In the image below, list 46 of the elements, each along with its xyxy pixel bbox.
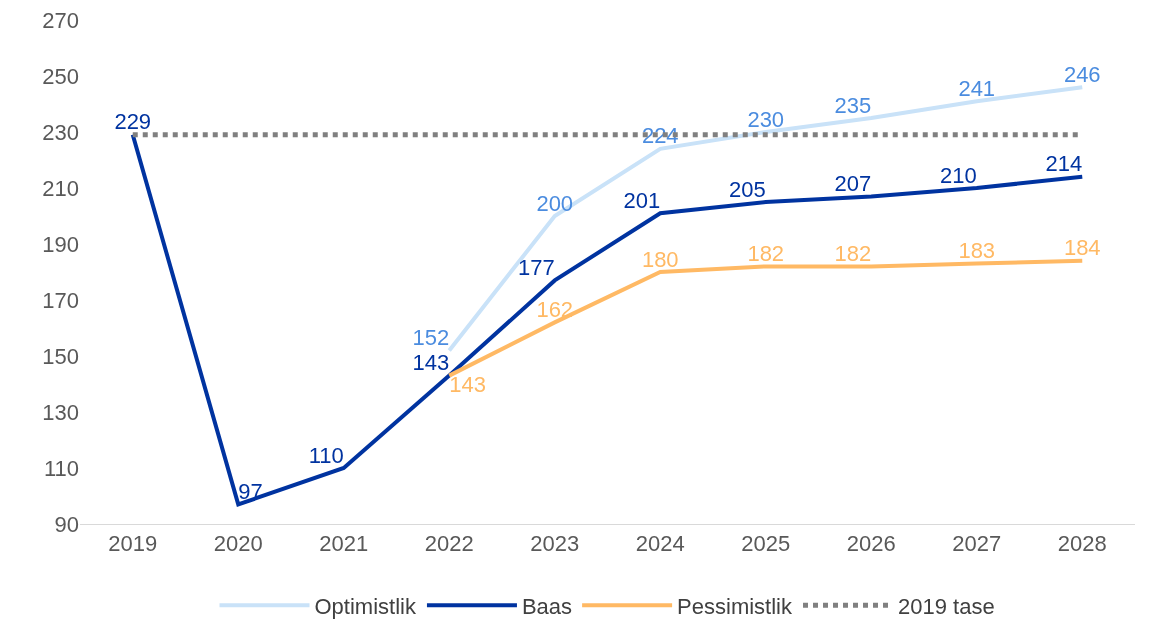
y-tick-label: 270 xyxy=(42,7,79,33)
x-tick-label: 2021 xyxy=(319,531,369,557)
data-label: 180 xyxy=(641,246,679,272)
x-tick-label: 2027 xyxy=(952,531,1002,557)
legend-label: Pessimistlik xyxy=(677,593,793,619)
data-label: 229 xyxy=(114,109,152,135)
y-tick-label: 130 xyxy=(42,399,79,425)
x-tick-label: 2025 xyxy=(741,531,791,557)
x-tick-label: 2020 xyxy=(213,531,263,557)
data-label: 207 xyxy=(834,170,872,196)
data-label: 214 xyxy=(1045,151,1083,177)
x-tick-label: 2022 xyxy=(424,531,474,557)
data-label: 205 xyxy=(729,176,766,202)
data-label: 110 xyxy=(308,442,344,468)
x-tick-label: 2028 xyxy=(1057,531,1107,557)
data-label: 246 xyxy=(1063,61,1101,87)
data-label: 182 xyxy=(747,240,785,266)
y-tick-label: 90 xyxy=(54,511,79,537)
y-tick-label: 210 xyxy=(42,175,79,201)
data-label: 200 xyxy=(536,190,574,216)
data-label: 152 xyxy=(412,324,450,350)
legend-label: Baas xyxy=(521,593,573,619)
x-tick-label: 2024 xyxy=(635,531,685,557)
data-label: 201 xyxy=(623,187,661,213)
data-label: 143 xyxy=(412,350,450,376)
legend-label: Optimistlik xyxy=(314,593,417,619)
x-tick-label: 2019 xyxy=(108,531,158,557)
data-label: 230 xyxy=(747,106,785,132)
data-label: 235 xyxy=(834,92,872,118)
y-tick-label: 190 xyxy=(42,231,79,257)
data-label: 182 xyxy=(834,240,872,266)
x-tick-label: 2023 xyxy=(530,531,580,557)
y-tick-label: 110 xyxy=(43,455,79,481)
y-tick-label: 170 xyxy=(42,287,79,313)
data-label: 177 xyxy=(518,254,555,280)
data-label: 97 xyxy=(238,478,263,504)
data-label: 184 xyxy=(1063,235,1101,261)
data-label: 241 xyxy=(958,75,996,101)
y-tick-label: 230 xyxy=(42,119,79,145)
data-label: 143 xyxy=(449,372,486,398)
y-tick-label: 150 xyxy=(42,343,79,369)
y-tick-label: 250 xyxy=(42,63,79,89)
legend-label: 2019 tase xyxy=(898,593,995,619)
x-tick-label: 2026 xyxy=(846,531,896,557)
data-label: 183 xyxy=(958,238,996,264)
data-label: 210 xyxy=(940,162,977,188)
